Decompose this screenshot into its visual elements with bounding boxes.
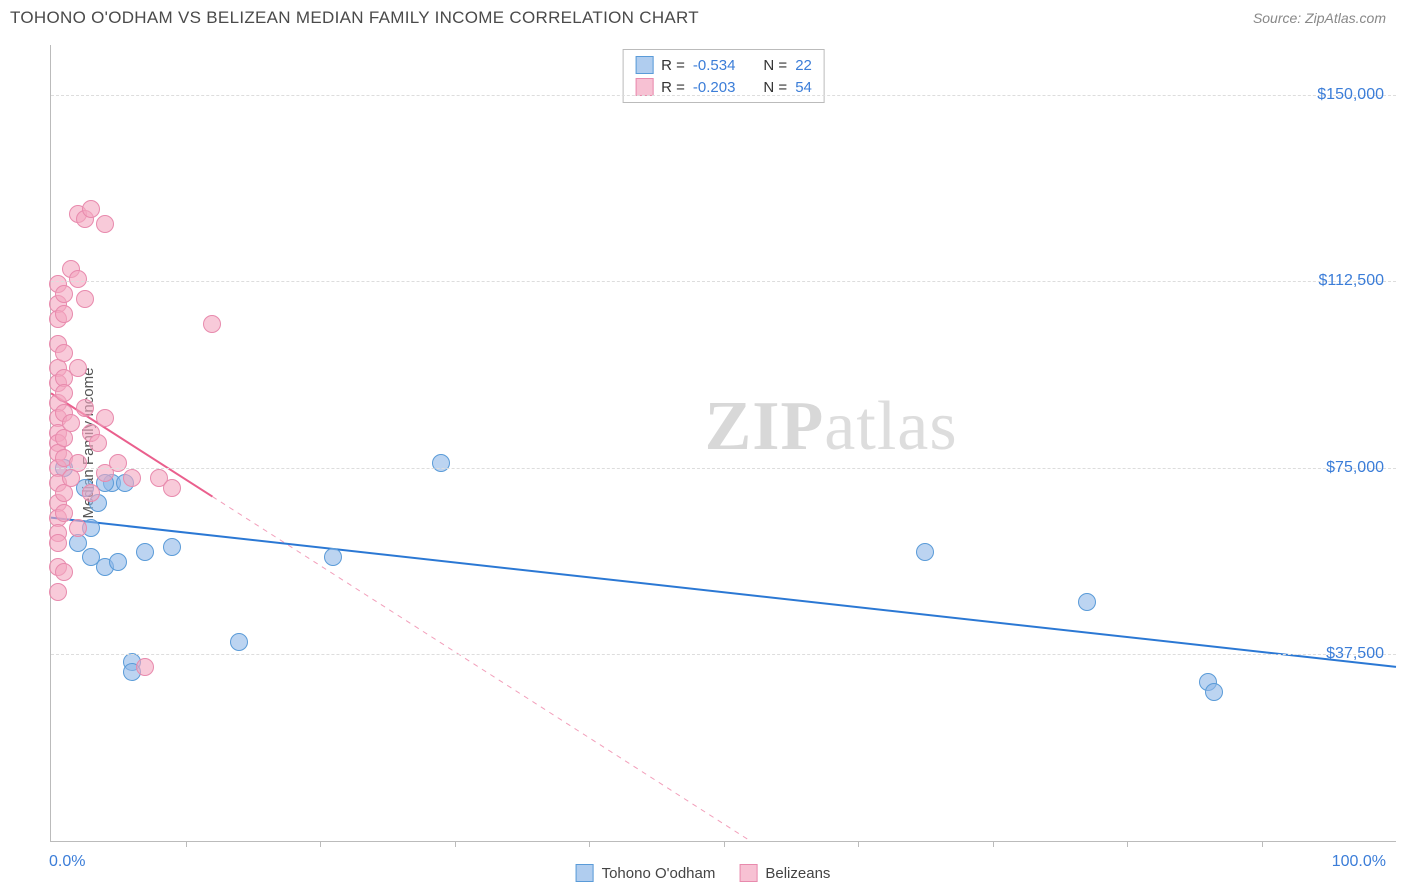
legend-item: Tohono O'odham — [576, 864, 716, 882]
data-point — [163, 538, 181, 556]
data-point — [96, 215, 114, 233]
data-point — [109, 553, 127, 571]
stats-row: R = -0.534 N = 22 — [635, 54, 812, 76]
legend-item: Belizeans — [739, 864, 830, 882]
data-point — [89, 434, 107, 452]
data-point — [55, 563, 73, 581]
data-point — [62, 414, 80, 432]
data-point — [55, 344, 73, 362]
chart-header: TOHONO O'ODHAM VS BELIZEAN MEDIAN FAMILY… — [0, 0, 1406, 36]
data-point — [55, 285, 73, 303]
x-axis-min-label: 0.0% — [49, 853, 85, 871]
y-tick-label: $112,500 — [1318, 272, 1384, 290]
data-point — [203, 315, 221, 333]
source-attribution: Source: ZipAtlas.com — [1253, 10, 1386, 26]
data-point — [76, 290, 94, 308]
data-point — [136, 658, 154, 676]
scatter-points-layer — [51, 45, 1396, 841]
swatch-icon — [635, 78, 653, 96]
chart-plot-area: Median Family Income ZIPatlas R = -0.534… — [50, 45, 1396, 842]
data-point — [136, 543, 154, 561]
data-point — [69, 270, 87, 288]
data-point — [432, 454, 450, 472]
data-point — [69, 359, 87, 377]
data-point — [76, 399, 94, 417]
swatch-icon — [739, 864, 757, 882]
y-tick-label: $150,000 — [1317, 86, 1384, 104]
data-point — [55, 504, 73, 522]
data-point — [55, 305, 73, 323]
data-point — [96, 409, 114, 427]
swatch-icon — [635, 56, 653, 74]
legend-label: Belizeans — [765, 865, 830, 882]
x-axis-max-label: 100.0% — [1332, 853, 1386, 871]
data-point — [324, 548, 342, 566]
data-point — [1078, 593, 1096, 611]
data-point — [109, 454, 127, 472]
data-point — [916, 543, 934, 561]
data-point — [55, 384, 73, 402]
swatch-icon — [576, 864, 594, 882]
data-point — [1205, 683, 1223, 701]
data-point — [123, 469, 141, 487]
y-tick-label: $37,500 — [1326, 645, 1384, 663]
legend-label: Tohono O'odham — [602, 865, 716, 882]
data-point — [82, 484, 100, 502]
data-point — [163, 479, 181, 497]
data-point — [49, 583, 67, 601]
data-point — [82, 200, 100, 218]
data-point — [69, 519, 87, 537]
chart-legend: Tohono O'odham Belizeans — [576, 864, 831, 882]
chart-title: TOHONO O'ODHAM VS BELIZEAN MEDIAN FAMILY… — [10, 8, 699, 28]
data-point — [230, 633, 248, 651]
data-point — [69, 454, 87, 472]
y-tick-label: $75,000 — [1326, 459, 1384, 477]
data-point — [49, 534, 67, 552]
